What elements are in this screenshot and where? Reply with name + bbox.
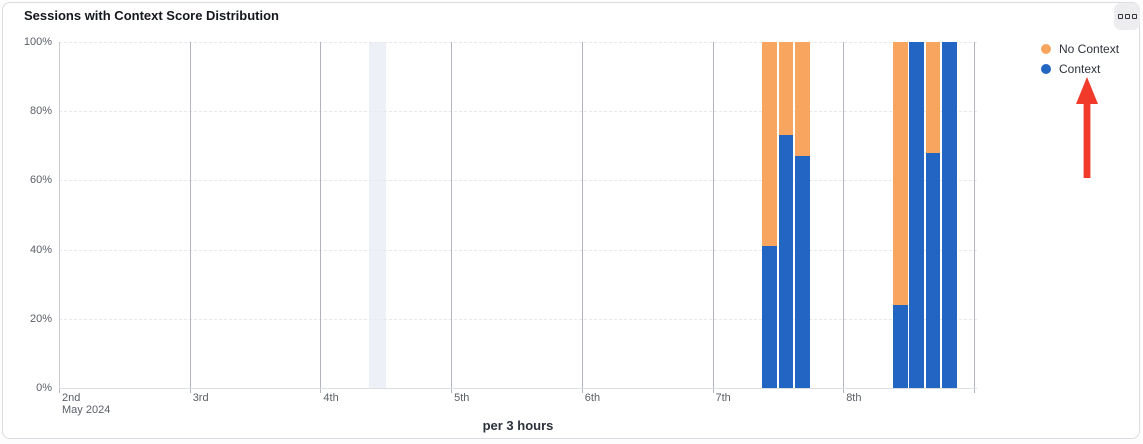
bar-stack[interactable] bbox=[778, 42, 794, 388]
x-axis-tick-label: 3rd bbox=[192, 392, 209, 404]
vertical-day-gridline bbox=[712, 42, 714, 388]
x-axis-tickmark bbox=[320, 388, 322, 393]
bar-segment-context[interactable] bbox=[942, 42, 957, 388]
vertical-day-gridline bbox=[581, 42, 583, 388]
vertical-day-gridline bbox=[973, 42, 975, 388]
x-axis-line bbox=[59, 388, 977, 389]
y-axis-tick-label: 100% bbox=[23, 36, 52, 48]
vertical-day-gridline bbox=[843, 42, 845, 388]
bar-stack[interactable] bbox=[909, 42, 924, 388]
legend-item-context[interactable]: Context bbox=[1041, 59, 1119, 79]
bar-segment-no-context[interactable] bbox=[925, 42, 941, 153]
x-axis-tickmark bbox=[189, 388, 191, 393]
bar-stack[interactable] bbox=[762, 42, 777, 388]
bar-segment-no-context[interactable] bbox=[893, 42, 908, 305]
bar-segment-context[interactable] bbox=[909, 42, 924, 388]
x-axis-tick-label: 2nd May 2024 bbox=[62, 392, 111, 416]
vertical-day-gridline bbox=[59, 42, 60, 388]
bar-segment-context[interactable] bbox=[795, 156, 810, 388]
x-axis-tick-label: 4th bbox=[323, 392, 339, 404]
x-axis-tick-label: 5th bbox=[454, 392, 470, 404]
context-dot-icon bbox=[1041, 64, 1051, 74]
y-axis-tick-label: 40% bbox=[29, 243, 52, 256]
bar-segment-context[interactable] bbox=[893, 305, 908, 388]
x-axis-title: per 3 hours bbox=[482, 418, 554, 433]
vertical-day-gridline bbox=[451, 42, 453, 388]
x-axis-tick-label: 7th bbox=[715, 392, 731, 404]
x-axis-tickmark bbox=[843, 388, 845, 393]
bar-segment-no-context[interactable] bbox=[762, 42, 777, 247]
x-axis-tickmark bbox=[712, 388, 714, 393]
legend-label: No Context bbox=[1059, 42, 1120, 56]
horizontal-gridline bbox=[59, 180, 977, 182]
bar-stack[interactable] bbox=[925, 42, 941, 388]
horizontal-gridline bbox=[59, 42, 977, 43]
bar-segment-context[interactable] bbox=[778, 135, 794, 388]
bar-stack[interactable] bbox=[893, 42, 908, 388]
bar-stack[interactable] bbox=[942, 42, 957, 388]
y-axis-tick-label: 0% bbox=[36, 382, 52, 394]
no-context-dot-icon bbox=[1041, 44, 1051, 54]
x-axis-tickmark bbox=[973, 388, 975, 393]
card-title: Sessions with Context Score Distribution bbox=[24, 8, 279, 23]
bar-segment-context[interactable] bbox=[925, 152, 941, 388]
legend-label: Context bbox=[1059, 62, 1101, 76]
x-axis-tickmark bbox=[451, 388, 453, 393]
x-axis-tickmark bbox=[59, 388, 60, 393]
horizontal-gridline bbox=[59, 318, 977, 320]
y-axis-tick-label: 80% bbox=[29, 105, 52, 118]
x-axis-tick-label: 6th bbox=[584, 392, 601, 404]
bar-stack[interactable] bbox=[795, 42, 810, 388]
horizontal-gridline bbox=[59, 249, 977, 251]
vertical-day-gridline bbox=[189, 42, 191, 388]
more-options-icon bbox=[1117, 14, 1123, 19]
x-axis-month-label: May 2024 bbox=[62, 404, 111, 416]
bar-segment-context[interactable] bbox=[762, 246, 777, 388]
y-axis-tick-label: 20% bbox=[29, 312, 52, 325]
vertical-day-gridline bbox=[320, 42, 322, 388]
bar-segment-no-context[interactable] bbox=[778, 42, 794, 136]
highlight-band bbox=[369, 42, 386, 388]
x-axis-tick-label: 8th bbox=[846, 392, 862, 404]
more-options-icon bbox=[1131, 14, 1137, 19]
more-options-icon bbox=[1124, 14, 1130, 19]
horizontal-gridline bbox=[59, 111, 977, 113]
chart-legend: No Context Context bbox=[1041, 39, 1119, 79]
bar-segment-no-context[interactable] bbox=[795, 42, 810, 157]
legend-item-no-context[interactable]: No Context bbox=[1041, 39, 1119, 59]
more-options-button[interactable] bbox=[1114, 3, 1140, 30]
y-axis-tick-label: 60% bbox=[29, 174, 52, 187]
x-axis-tickmark bbox=[581, 388, 583, 393]
